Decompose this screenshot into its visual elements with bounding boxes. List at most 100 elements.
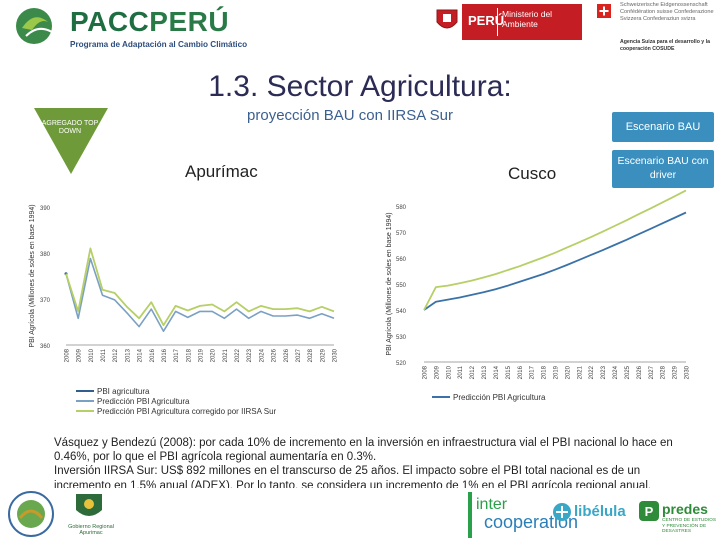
y-tick-label: 530 [396,335,407,341]
cosude-text: Agencia Suiza para el desarrollo y la co… [620,39,710,52]
legend-entry: PBI agricultura [97,387,150,396]
x-tick-label: 2022 [589,365,595,379]
escenario-bau-button[interactable]: Escenario BAU [612,112,714,142]
x-tick-label: 2028 [308,348,314,362]
x-tick-label: 2017 [174,348,180,362]
paccperu-logo-icon [16,8,53,44]
x-tick-label: 2011 [101,348,107,362]
x-tick-label: 2022 [235,348,241,362]
footer-logos: Gobierno Regional Apurimac inter coopera… [0,488,720,540]
y-tick-label: 380 [40,252,51,258]
x-tick-label: 2010 [89,348,95,362]
x-tick-label: 2028 [661,365,667,379]
x-tick-label: 2016 [518,365,524,379]
x-tick-label: 2008 [423,365,429,379]
x-tick-label: 2021 [223,348,229,362]
x-tick-label: 2011 [458,365,464,379]
x-tick-label: 2026 [272,348,278,362]
x-tick-label: 2023 [601,365,607,379]
y-tick-label: 560 [396,257,407,263]
predes-subtitle: CENTRO DE ESTUDIOS Y PREVENCIÓN DE DESAS… [662,518,717,534]
cusco-chart-title: Cusco [508,164,557,183]
x-tick-label: 2014 [138,348,144,362]
x-tick-label: 2019 [199,348,205,362]
svg-text:P: P [645,504,654,519]
y-tick-label: 370 [40,298,51,304]
header-bar: PACCPERÚ Programa de Adaptación al Cambi… [0,0,720,62]
x-tick-label: 2013 [125,348,131,362]
x-tick-label: 2009 [434,365,440,379]
x-tick-label: 2015 [506,365,512,379]
peru-coat-of-arms-icon [436,9,458,29]
source-note: Vásquez y Bendezú (2008): por cada 10% d… [54,436,694,493]
y-axis-label: PBI Agrícola (Millones de soles en base … [29,204,36,347]
x-tick-label: 2024 [259,348,265,362]
cusco-chart: 580 570 560 550 540 530 520 2008 2009 2010 2011 201… [386,190,691,402]
y-axis-label: PBI Agrícola (Millones de soles en base … [386,212,393,355]
y-tick-label: 540 [396,309,407,315]
x-tick-label: 2020 [565,365,571,379]
x-tick-label: 2027 [649,365,655,379]
agregado-triangle-icon [34,108,108,174]
x-tick-label: 2016 [162,348,168,362]
intercooperation-mark-icon [468,492,472,538]
peru-word: PERÚ [468,13,505,28]
predes-icon: P [639,501,659,521]
regional-seal-icon [8,491,54,537]
x-tick-label: 2014 [494,365,500,379]
peru-separator [497,8,498,36]
series-line-1 [423,211,687,311]
slide-title: 1.3. Sector Agricultura: [208,70,512,103]
x-tick-label: 2012 [113,348,119,362]
libelula-name: libélula [574,503,626,520]
x-tick-label: 2008 [65,348,71,362]
peru-ministry-badge [462,4,582,40]
x-tick-label: 2018 [186,348,192,362]
x-tick-label: 2030 [685,365,691,379]
swiss-flag-icon [597,4,611,18]
apurimac-chart: 390 380 370 360 2008 2009 2010 2011 2012 2013 2014… [29,204,339,416]
x-tick-label: 2026 [637,365,643,379]
x-tick-label: 2020 [211,348,217,362]
legend-entry: Predicción PBI Agricultura corregido por… [97,407,277,416]
agregado-label: AGREGADO TOP DOWN [41,120,99,135]
x-tick-label: 2029 [673,365,679,379]
apurimac-chart-title: Apurímac [185,162,258,181]
libelula-icon [553,503,571,521]
x-tick-label: 2029 [320,348,326,362]
ministry-name: Ministerio del Ambiente [502,9,553,29]
brand-tagline: Programa de Adaptación al Cambio Climáti… [70,40,248,49]
y-tick-label: 520 [396,361,407,367]
x-tick-label: 2012 [470,365,476,379]
legend-entry: Predicción PBI Agricultura [97,397,190,406]
x-tick-label: 2027 [296,348,302,362]
intercooperation-inter: inter [476,496,508,513]
x-tick-label: 2026 [284,348,290,362]
x-tick-label: 2023 [247,348,253,362]
y-tick-label: 390 [40,206,51,212]
escenario-bau-driver-button[interactable]: Escenario BAU con driver [612,150,714,188]
x-tick-label: 2017 [530,365,536,379]
x-tick-label: 2009 [77,348,83,362]
x-tick-label: 2025 [625,365,631,379]
x-tick-label: 2010 [446,365,452,379]
slide-subtitle: proyección BAU con IIRSA Sur [247,107,453,124]
legend-entry: Predicción PBI Agricultura [453,393,546,402]
x-tick-label: 2018 [542,365,548,379]
swiss-confederation-text: Schweizerische Eidgenossenschaft Confédé… [620,2,714,22]
y-tick-label: 580 [396,205,407,211]
x-tick-label: 2016 [150,348,156,362]
predes-name: predes [662,501,708,517]
series-line-3 [65,247,335,327]
x-tick-label: 2030 [333,348,339,362]
series-line-2 [423,190,687,311]
note-line-1: Vásquez y Bendezú (2008): por cada 10% d… [54,437,673,464]
series-line-2 [65,257,335,332]
x-tick-label: 2021 [577,365,583,379]
x-tick-label: 2013 [482,365,488,379]
x-tick-label: 2024 [613,365,619,379]
brand-name: PACCPERÚ [70,6,230,37]
apurimac-gov-emblem-icon [76,494,102,516]
apurimac-gov-label: Gobierno Regional Apurimac [68,524,114,536]
y-tick-label: 550 [396,283,407,289]
